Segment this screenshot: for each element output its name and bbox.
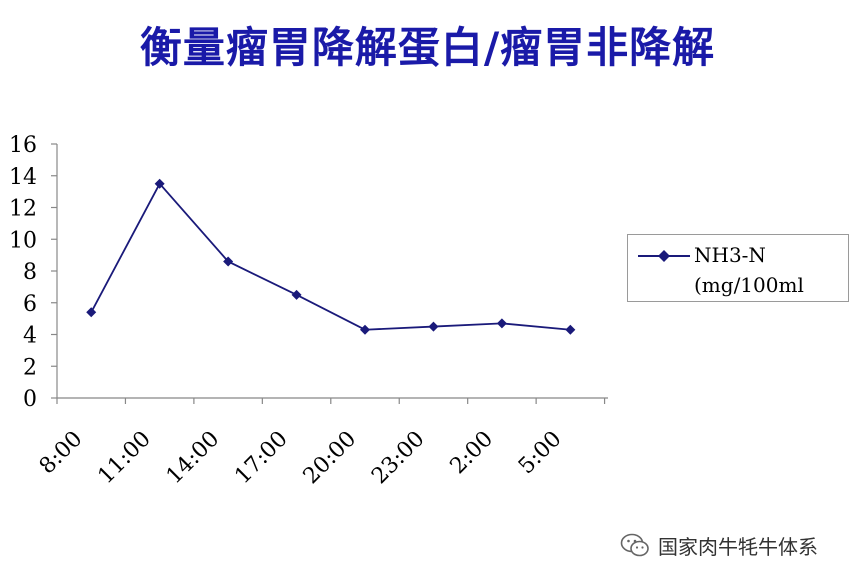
data-point bbox=[86, 307, 97, 318]
series-layer bbox=[86, 178, 576, 335]
chart-title: 衡量瘤胃降解蛋白/瘤胃非降解 bbox=[139, 23, 716, 72]
data-point bbox=[565, 324, 576, 335]
y-tick-label: 14 bbox=[9, 165, 37, 190]
data-point bbox=[360, 324, 371, 335]
y-tick-labels: 0 2 4 6 8 10 12 14 16 bbox=[9, 133, 37, 412]
y-tick-label: 4 bbox=[23, 324, 37, 349]
y-tick-label: 16 bbox=[9, 133, 37, 158]
watermark-text: 国家肉牛牦牛体系 bbox=[658, 534, 818, 559]
legend-swatch bbox=[638, 250, 690, 262]
y-tick-label: 10 bbox=[9, 228, 37, 253]
x-tick-label: 17:00 bbox=[230, 427, 293, 490]
x-tick-label: 8:00 bbox=[35, 427, 88, 480]
x-tick-labels: 8:00 11:00 14:00 17:00 20:00 23:00 2:00 5:00 bbox=[35, 427, 567, 490]
x-tick-label: 2:00 bbox=[446, 427, 499, 480]
x-tick-label: 11:00 bbox=[93, 427, 156, 490]
data-point bbox=[154, 178, 165, 189]
series-line bbox=[90, 182, 571, 331]
wechat-icon bbox=[620, 533, 649, 557]
y-tick-label: 2 bbox=[23, 355, 37, 380]
legend-unit: (mg/100ml bbox=[694, 273, 804, 297]
x-tick-label: 23:00 bbox=[367, 427, 430, 490]
watermark: 国家肉牛牦牛体系 bbox=[620, 528, 818, 562]
data-point bbox=[223, 256, 234, 267]
data-point bbox=[428, 321, 439, 332]
y-tick-label: 6 bbox=[23, 292, 37, 317]
data-point bbox=[291, 289, 302, 300]
y-tick-label: 8 bbox=[23, 260, 37, 285]
y-tick-label: 0 bbox=[23, 387, 37, 412]
data-point bbox=[496, 318, 507, 329]
legend-label: NH3-N bbox=[694, 243, 766, 267]
legend: NH3-N (mg/100ml bbox=[627, 234, 849, 302]
axes bbox=[51, 143, 608, 404]
x-tick-label: 20:00 bbox=[299, 427, 362, 490]
x-tick-label: 5:00 bbox=[514, 427, 567, 480]
y-tick-label: 12 bbox=[9, 197, 37, 222]
x-tick-label: 14:00 bbox=[162, 427, 225, 490]
